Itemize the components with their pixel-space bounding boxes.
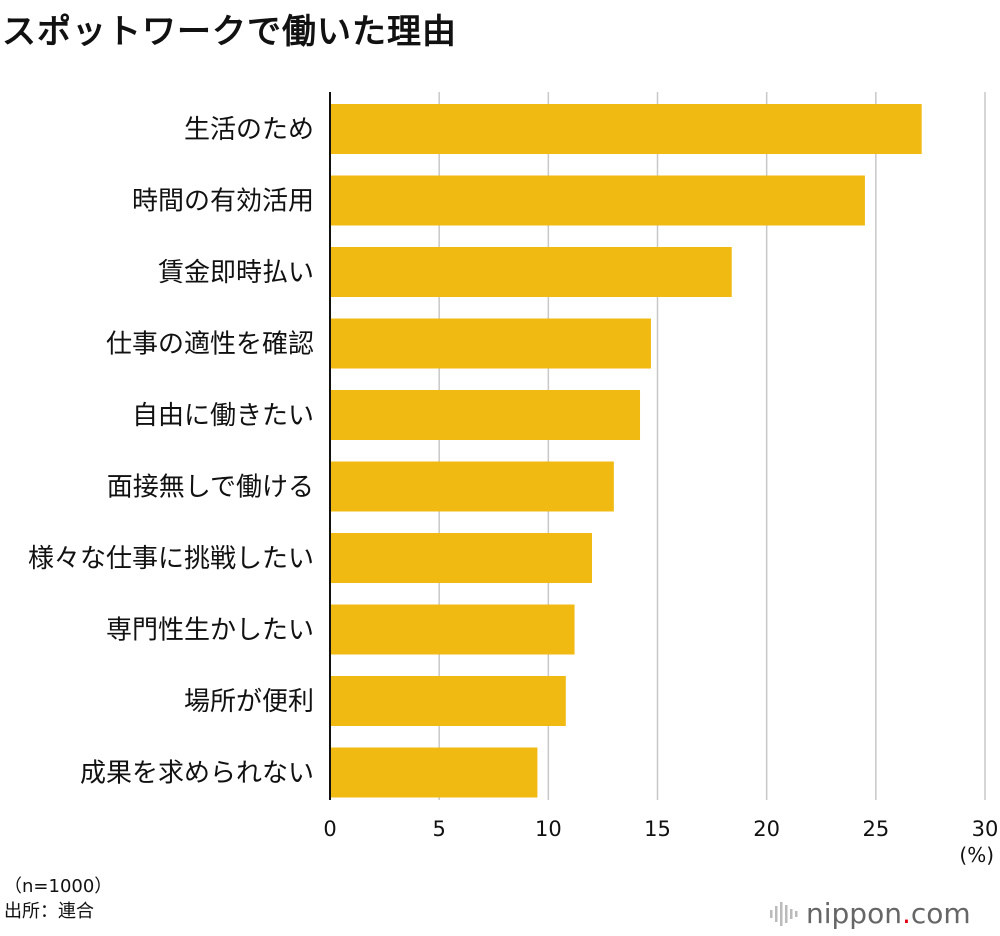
x-tick-labels: 0 5 10 15 20 25 30 <box>323 817 998 841</box>
x-tick-label: 0 <box>323 817 336 841</box>
bar <box>330 604 575 655</box>
x-tick-label: 30 <box>972 817 999 841</box>
category-label: 専門性生かしたい <box>106 616 314 646</box>
bar <box>330 676 566 726</box>
category-label: 生活のため <box>184 115 314 145</box>
category-label: 仕事の適性を確認 <box>106 330 314 360</box>
sound-bars-icon <box>770 901 798 926</box>
x-tick-label: 20 <box>753 817 780 841</box>
x-tick-label: 15 <box>644 817 671 841</box>
bar <box>330 390 641 440</box>
source-note: 出所：連合 <box>4 901 94 922</box>
bars <box>330 104 922 798</box>
category-label: 様々な仕事に挑戦したい <box>28 544 314 574</box>
category-label: 場所が便利 <box>184 687 314 717</box>
bar-chart: 生活のため時間の有効活用賃金即時払い仕事の適性を確認自由に働きたい面接無しで働け… <box>28 92 998 867</box>
category-label: 時間の有効活用 <box>132 187 314 217</box>
category-label: 成果を求められない <box>80 759 314 789</box>
unit-label: (%) <box>959 843 994 867</box>
logo-text: nippon.com <box>806 897 971 930</box>
bar <box>330 175 865 226</box>
category-label: 面接無しで働ける <box>107 473 314 503</box>
nippon-logo: nippon.com <box>770 897 971 930</box>
footnote: （n=1000） 出所：連合 <box>4 874 112 924</box>
category-label: 自由に働きたい <box>132 401 314 431</box>
bar <box>330 461 614 512</box>
sample-size-note: （n=1000） <box>4 876 113 897</box>
x-tick-label: 10 <box>535 817 562 841</box>
bar <box>330 247 732 297</box>
chart-title: スポットワークで働いた理由 <box>2 12 457 52</box>
x-tick-label: 25 <box>862 817 889 841</box>
bar <box>330 104 922 154</box>
x-tick-label: 5 <box>432 817 445 841</box>
bar <box>330 533 592 583</box>
category-label: 賃金即時払い <box>158 258 314 288</box>
bar <box>330 318 651 369</box>
category-labels: 生活のため時間の有効活用賃金即時払い仕事の適性を確認自由に働きたい面接無しで働け… <box>28 115 314 789</box>
bar <box>330 747 538 798</box>
